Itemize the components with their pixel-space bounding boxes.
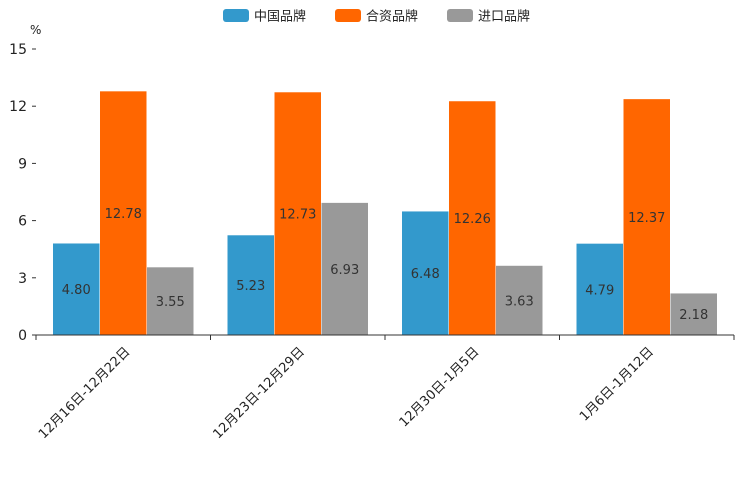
legend-swatch <box>335 9 361 22</box>
bar <box>100 91 147 335</box>
y-axis: 0 3 6 9 12 15 <box>9 42 36 344</box>
legend-label: 中国品牌 <box>254 9 306 25</box>
legend-swatch <box>447 9 473 22</box>
bar <box>321 202 368 335</box>
bar <box>53 243 100 335</box>
y-tick-label: 3 <box>18 271 27 287</box>
data-label: 6.93 <box>330 263 359 278</box>
data-label: 12.37 <box>628 211 665 226</box>
bar <box>449 101 496 335</box>
bars: 4.80 12.78 3.55 5.23 12.73 6.93 6.48 12.26 3.63 4… <box>53 91 717 336</box>
data-label: 12.26 <box>454 212 491 227</box>
y-tick-label: 12 <box>9 99 27 115</box>
x-tick-label: 1月6日-1月12日 <box>577 345 657 425</box>
data-label: 6.48 <box>411 267 440 282</box>
data-label: 3.55 <box>156 295 185 310</box>
data-label: 12.73 <box>279 208 316 223</box>
legend-swatch <box>223 9 249 22</box>
data-label: 3.63 <box>505 294 534 309</box>
legend-label: 进口品牌 <box>478 9 530 25</box>
x-axis: 12月16日-12月22日 12月23日-12月29日 12月30日-1月5日 1月6… <box>35 334 735 442</box>
bar <box>227 235 274 335</box>
bar <box>402 211 449 335</box>
x-tick-label: 12月30日-1月5日 <box>397 345 483 431</box>
data-label: 4.79 <box>585 283 614 298</box>
y-tick-label: 0 <box>18 328 27 344</box>
x-tick-label: 12月23日-12月29日 <box>210 345 307 442</box>
bar <box>147 267 194 335</box>
y-tick-label: 9 <box>18 156 27 172</box>
data-label: 2.18 <box>679 308 708 323</box>
legend-label: 合资品牌 <box>366 9 418 25</box>
bar <box>576 243 623 335</box>
legend: 中国品牌 合资品牌 进口品牌 <box>223 9 530 25</box>
y-axis-unit-label: % <box>30 23 41 37</box>
data-label: 4.80 <box>62 283 91 298</box>
x-tick-label: 12月16日-12月22日 <box>36 345 133 442</box>
y-tick-label: 15 <box>9 42 27 58</box>
bar <box>670 293 717 335</box>
bar <box>623 99 670 336</box>
data-label: 12.78 <box>105 207 142 222</box>
y-tick-label: 6 <box>18 214 27 230</box>
bar <box>274 92 321 335</box>
bar <box>496 265 543 335</box>
data-label: 5.23 <box>236 279 265 294</box>
